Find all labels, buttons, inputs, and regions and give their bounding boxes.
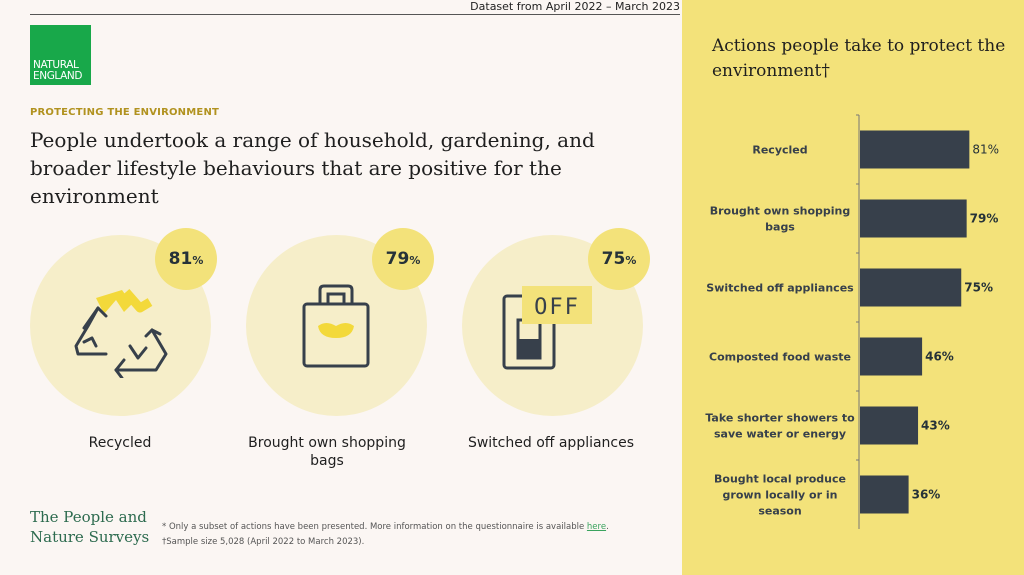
chart-bar xyxy=(860,199,967,238)
highlight-badge-recycled: 81% xyxy=(155,228,217,290)
highlight-label-bags: Brought own shopping bags xyxy=(248,435,406,469)
logo-line-1: NATURAL xyxy=(33,59,79,71)
bar-value-label: 81% xyxy=(972,143,999,157)
category-label: Switched off appliances xyxy=(706,282,854,295)
logo-line-2: ENGLAND xyxy=(33,70,83,82)
bar-chart: 81% Recycled 79% Brought own shopping bags 75… xyxy=(705,114,999,529)
category-label: Brought own shopping bags xyxy=(710,205,851,234)
svg-text:OFF: OFF xyxy=(534,295,580,320)
chart-bar xyxy=(860,475,909,514)
chart-bar xyxy=(860,268,962,307)
highlight-unit: % xyxy=(192,254,204,267)
survey-name: The People and Nature Surveys xyxy=(30,507,149,547)
bar-value-label: 75% xyxy=(964,281,993,295)
natural-england-logo: NATURAL ENGLAND xyxy=(30,25,91,85)
bar-value-label: 46% xyxy=(925,350,954,364)
highlight-label-switch: Switched off appliances xyxy=(467,435,635,451)
category-label: Composted food waste xyxy=(709,351,851,364)
page-headline: People undertook a range of household, g… xyxy=(30,128,595,208)
bar-value-label: 36% xyxy=(912,488,941,502)
chart-bar xyxy=(860,406,919,445)
footnote-text-end: . xyxy=(606,522,609,532)
recycle-icon xyxy=(74,289,168,378)
section-kicker: PROTECTING THE ENVIRONMENT xyxy=(30,107,220,118)
highlight-unit: % xyxy=(409,254,421,267)
switch-off-icon: OFF xyxy=(502,286,592,370)
shopping-bag-icon xyxy=(302,284,370,368)
dataset-note: Dataset from April 2022 – March 2023 xyxy=(30,0,680,15)
highlight-value: 79 xyxy=(385,249,410,269)
bar-value-label: 79% xyxy=(970,212,999,226)
highlight-unit: % xyxy=(625,254,637,267)
footnote-line-2: †Sample size 5,028 (April 2022 to March … xyxy=(162,537,365,547)
footnote: * Only a subset of actions have been pre… xyxy=(162,520,609,550)
chart-bar xyxy=(860,337,923,376)
footnote-text: * Only a subset of actions have been pre… xyxy=(162,522,587,532)
chart-bar xyxy=(860,130,970,169)
highlight-badge-bags: 79% xyxy=(372,228,434,290)
survey-name-line-2: Nature Surveys xyxy=(30,528,150,546)
category-label: Take shorter showers to save water or ene… xyxy=(705,412,855,441)
highlight-label-recycled: Recycled xyxy=(88,435,152,451)
highlight-badge-switch: 75% xyxy=(588,228,650,290)
chart-panel xyxy=(682,0,1024,575)
footnote-line-1: * Only a subset of actions have been pre… xyxy=(162,520,609,535)
chart-title: Actions people take to protect the envir… xyxy=(712,36,1006,81)
survey-name-line-1: The People and xyxy=(30,508,147,526)
bar-value-label: 43% xyxy=(921,419,950,433)
questionnaire-link[interactable]: here xyxy=(586,522,607,532)
category-label: Recycled xyxy=(752,144,807,157)
infographic-panel: Dataset from April 2022 – March 2023 NAT… xyxy=(30,0,680,550)
category-label: Bought local produce grown locally or in s… xyxy=(714,473,846,518)
highlight-value: 75 xyxy=(601,249,626,269)
highlight-value: 81 xyxy=(168,249,193,269)
